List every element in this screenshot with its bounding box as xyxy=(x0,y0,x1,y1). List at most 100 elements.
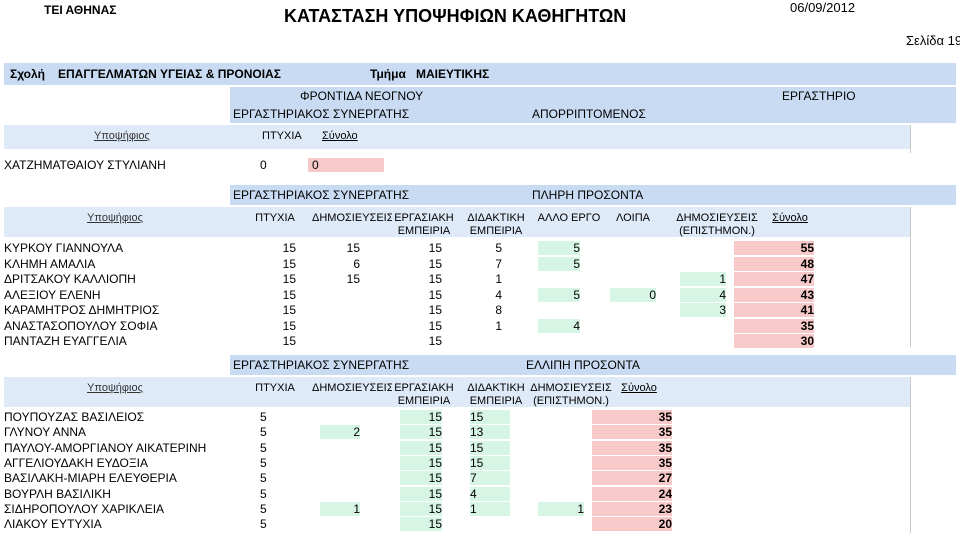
lacking-header-teach-2: ΕΜΠΕΙΡΙΑ xyxy=(469,395,523,407)
spubs-score xyxy=(680,241,726,255)
lacking-position: ΕΡΓΑΣΤΗΡΙΑΚΟΣ ΣΥΝΕΡΓΑΤΗΣ xyxy=(233,358,410,372)
pubs-score: 1 xyxy=(320,501,360,516)
teach-score: 7 xyxy=(495,256,502,271)
table-row: ΠΟΥΠΟΥΖΑΣ ΒΑΣΙΛΕΙΟΣ 5 15 15 35 xyxy=(4,410,910,424)
lacking-header-pubs: ΔΗΜΟΣΙΕΥΣΕΙΣ xyxy=(312,382,392,394)
other-score xyxy=(538,303,580,317)
table-row: ΑΛΕΞΙΟΥ ΕΛΕΝΗ 15 15 4 5 0 4 43 xyxy=(4,287,910,302)
pubs-score: 2 xyxy=(320,425,360,440)
teach-score: 4 xyxy=(495,287,502,302)
candidate-name: ΔΡΙΤΣΑΚΟΥ ΚΑΛΛΙΟΠΗ xyxy=(4,272,136,286)
pubs-score: 15 xyxy=(346,272,360,286)
lacking-status: ΕΛΛΙΠΗ ΠΡΟΣΟΝΤΑ xyxy=(526,358,640,372)
full-header-candidate: Υποψήφιος xyxy=(87,212,143,224)
candidate-name: ΠΑΥΛΟΥ-ΑΜΟΡΓΙΑΝΟΥ ΑΙΚΑΤΕΡΙΝΗ xyxy=(4,440,207,455)
degree-score: 5 xyxy=(260,501,267,516)
teach-score: 5 xyxy=(495,241,502,255)
spubs-score xyxy=(538,410,584,424)
full-position: ΕΡΓΑΣΤΗΡΙΑΚΟΣ ΣΥΝΕΡΓΑΤΗΣ xyxy=(233,188,410,202)
spubs-score xyxy=(538,425,584,439)
spubs-score: 3 xyxy=(680,303,726,317)
work-score: 15 xyxy=(428,272,442,286)
pubs-score xyxy=(320,319,360,333)
full-header-spubs-1: ΔΗΜΟΣΙΕΥΣΕΙΣ xyxy=(676,212,758,224)
candidate-name: ΚΛΗΜΗ ΑΜΑΛΙΑ xyxy=(4,256,96,271)
misc-score xyxy=(610,319,656,333)
total-score: 35 xyxy=(734,318,814,333)
table-row: ΚΑΡΑΜΗΤΡΟΣ ΔΗΜΗΤΡΙΟΣ 15 15 8 3 41 xyxy=(4,303,910,317)
spubs-score xyxy=(538,456,584,470)
work-score: 15 xyxy=(428,318,442,333)
total-score: 43 xyxy=(734,287,814,302)
dept-value: ΜΑΙΕΥΤΙΚΗΣ xyxy=(416,67,490,81)
candidate-name: ΛΙΑΚΟΥ ΕΥΤΥΧΙΑ xyxy=(4,517,102,532)
lacking-header-candidate: Υποψήφιος xyxy=(87,382,143,394)
work-score: 15 xyxy=(428,303,442,317)
table-row: ΓΛΥΝΟΥ ΑΝΝΑ 5 2 15 13 35 xyxy=(4,425,910,440)
table-row: ΑΝΑΣΤΑΣΟΠΟΥΛΟΥ ΣΟΦΙΑ 15 15 1 4 35 xyxy=(4,318,910,333)
lacking-header-work-1: ΕΡΓΑΣΙΑΚΗ xyxy=(394,382,454,394)
lacking-header-total: Σύνολο xyxy=(621,382,657,394)
degree-score: 15 xyxy=(282,272,296,286)
degree-score: 5 xyxy=(260,425,267,440)
work-score: 15 xyxy=(400,410,442,424)
lacking-title-band xyxy=(230,355,956,375)
table-row: ΣΙΔΗΡΟΠΟΥΛΟΥ ΧΑΡΙΚΛΕΙΑ 5 1 15 1 1 23 xyxy=(4,501,910,516)
spubs-score: 1 xyxy=(538,501,584,516)
rejected-right-border xyxy=(910,125,911,153)
lacking-header-spubs-2: (ΕΠΙΣΤΗΜΟΝ.) xyxy=(533,395,609,407)
degree-score: 15 xyxy=(282,256,296,271)
course-type: ΕΡΓΑΣΤΗΡΙΟ xyxy=(782,89,856,103)
rejected-row: ΧΑΤΖΗΜΑΤΘΑΙΟΥ ΣΤΥΛΙΑΝΗ 0 0 xyxy=(4,158,910,172)
candidate-name: ΚΑΡΑΜΗΤΡΟΣ ΔΗΜΗΤΡΙΟΣ xyxy=(4,303,160,317)
full-header-total: Σύνολο xyxy=(772,212,808,224)
table-row: ΛΙΑΚΟΥ ΕΥΤΥΧΙΑ 5 15 20 xyxy=(4,517,910,532)
teach-score: 4 xyxy=(470,486,510,501)
candidate-name: ΚΥΡΚΟΥ ΓΙΑΝΝΟΥΛΑ xyxy=(4,241,124,255)
teach-score xyxy=(470,334,502,348)
pubs-score: 6 xyxy=(353,256,360,271)
full-header-teach-1: ΔΙΔΑΚΤΙΚΗ xyxy=(467,212,525,224)
lacking-header-spubs-1: ΔΗΜΟΣΙΕΥΣΕΙΣ xyxy=(530,382,612,394)
table-row: ΠΑΝΤΑΖΗ ΕΥΑΓΓΕΛΙΑ 15 15 30 xyxy=(4,334,910,348)
full-header-work-2: ΕΜΠΕΙΡΙΑ xyxy=(397,225,451,237)
candidate-name: ΧΑΤΖΗΜΑΤΘΑΙΟΥ ΣΤΥΛΙΑΝΗ xyxy=(4,158,166,172)
teach-score: 1 xyxy=(495,272,502,286)
work-score: 15 xyxy=(428,287,442,302)
other-score: 5 xyxy=(538,256,580,271)
misc-score: 0 xyxy=(610,287,656,302)
full-header-spubs-2: (ΕΠΙΣΤΗΜΟΝ.) xyxy=(679,225,755,237)
teach-score: 15 xyxy=(470,455,510,470)
degree-score: 5 xyxy=(260,410,267,424)
work-score: 15 xyxy=(400,471,442,486)
total-score: 48 xyxy=(734,256,814,271)
full-header-other: ΑΛΛΟ ΕΡΓΟ xyxy=(537,212,601,224)
course-name: ΦΡΟΝΤΙΔΑ ΝΕΟΓΝΟΥ xyxy=(300,89,424,103)
degree-score: 5 xyxy=(260,440,267,455)
work-score: 15 xyxy=(428,241,442,255)
full-header-degree: ΠΤΥΧΙΑ xyxy=(255,212,295,224)
total-score: 47 xyxy=(734,272,814,286)
pubs-score xyxy=(320,441,360,455)
total-score: 30 xyxy=(734,334,814,348)
candidate-name: ΑΝΑΣΤΑΣΟΠΟΥΛΟΥ ΣΟΦΙΑ xyxy=(4,318,158,333)
teach-score: 8 xyxy=(495,303,502,317)
misc-score xyxy=(610,241,656,255)
teach-score: 7 xyxy=(470,471,510,486)
other-score: 5 xyxy=(538,287,580,302)
total-score: 35 xyxy=(592,440,672,455)
other-score: 5 xyxy=(538,241,580,255)
total-score: 0 xyxy=(308,158,384,172)
degree-score: 15 xyxy=(282,318,296,333)
degree-score: 15 xyxy=(282,303,296,317)
full-header-misc: ΛΟΙΠΑ xyxy=(615,212,650,224)
degree-score: 5 xyxy=(260,486,267,501)
full-header-teach-2: ΕΜΠΕΙΡΙΑ xyxy=(469,225,523,237)
pubs-score xyxy=(320,334,360,348)
rejected-header-degree: ΠΤΥΧΙΑ xyxy=(262,130,302,142)
lacking-header-band xyxy=(4,377,910,407)
candidate-name: ΓΛΥΝΟΥ ΑΝΝΑ xyxy=(4,425,87,440)
pubs-score xyxy=(320,471,360,485)
table-row: ΔΡΙΤΣΑΚΟΥ ΚΑΛΛΙΟΠΗ 15 15 15 1 1 47 xyxy=(4,272,910,286)
work-score: 15 xyxy=(400,501,442,516)
